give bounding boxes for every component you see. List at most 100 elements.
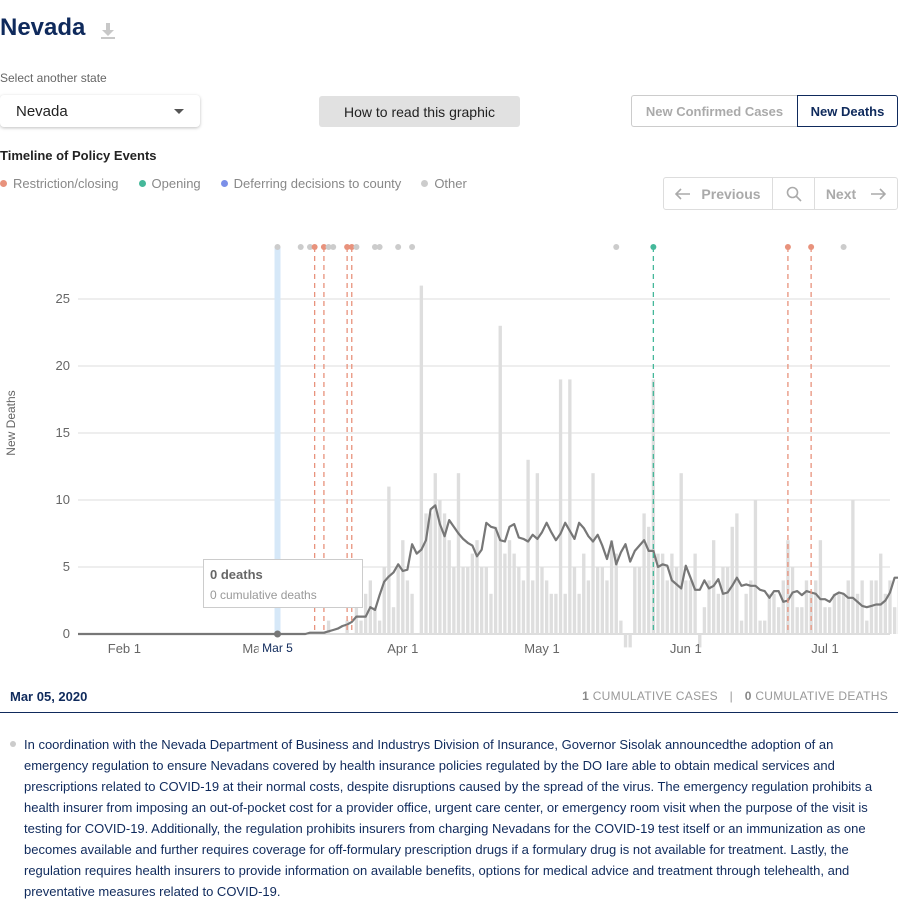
how-to-read-button[interactable]: How to read this graphic	[319, 96, 520, 127]
bar	[869, 580, 874, 634]
bar	[517, 567, 521, 634]
bar	[716, 593, 720, 634]
y-tick-label: 5	[63, 559, 70, 574]
event-dot	[325, 244, 332, 250]
cumulative-separator: |	[729, 689, 734, 703]
bar	[841, 593, 846, 634]
bar	[614, 553, 618, 634]
bar	[489, 593, 493, 634]
chart-tooltip: 0 deaths 0 cumulative deaths	[203, 559, 363, 608]
bar	[461, 567, 465, 634]
bar	[809, 593, 813, 634]
bar	[600, 567, 604, 634]
cumulative-cases-label: CUMULATIVE CASES	[592, 689, 718, 703]
search-button[interactable]	[773, 178, 815, 209]
bar	[702, 607, 707, 634]
event-dot	[311, 244, 318, 250]
previous-label: Previous	[701, 185, 761, 202]
bar	[846, 580, 850, 634]
x-tick-label: Jun 1	[670, 641, 702, 656]
bar	[790, 567, 795, 634]
bar	[665, 580, 669, 634]
bar	[874, 580, 878, 634]
event-dot	[376, 244, 383, 250]
event-legend: Restriction/closing Opening Deferring de…	[0, 176, 467, 191]
event-dot	[353, 244, 360, 250]
bar	[354, 607, 359, 634]
event-bullet	[10, 741, 16, 747]
bar	[438, 500, 442, 634]
event-description: In coordination with the Nevada Departme…	[10, 734, 890, 902]
legend-label: Opening	[151, 176, 201, 191]
bar	[512, 553, 516, 634]
bar	[781, 580, 785, 634]
current-date: Mar 05, 2020	[10, 688, 88, 704]
select-state-label: Select another state	[0, 71, 107, 85]
event-navigation: Previous Next	[663, 177, 898, 210]
bar	[531, 580, 535, 634]
bar	[609, 540, 614, 634]
y-tick-label: 15	[56, 425, 70, 440]
bar	[688, 580, 693, 634]
bar	[326, 620, 331, 634]
bar	[753, 500, 758, 634]
event-dot	[395, 244, 402, 250]
event-dot	[274, 244, 281, 250]
bar	[410, 593, 414, 634]
bar	[456, 473, 461, 634]
bar	[888, 580, 892, 634]
event-description-text: In coordination with the Nevada Departme…	[24, 737, 873, 899]
bar	[484, 567, 488, 634]
state-select[interactable]: Nevada	[0, 95, 200, 127]
date-summary-bar: Mar 05, 2020 1 CUMULATIVE CASES | 0 CUMU…	[0, 680, 898, 713]
bar	[619, 620, 623, 634]
event-dot	[348, 244, 355, 250]
bar	[387, 486, 391, 634]
bar	[605, 580, 609, 634]
bar	[433, 473, 437, 634]
selected-date-band	[274, 247, 281, 634]
bar	[712, 540, 716, 634]
bar	[879, 553, 883, 634]
bar	[855, 593, 860, 634]
page-title: Nevada	[0, 14, 86, 41]
legend-item-other: Other	[421, 176, 467, 191]
bar	[749, 580, 753, 634]
legend-label: Restriction/closing	[13, 176, 119, 191]
download-icon[interactable]	[100, 22, 116, 40]
bar	[364, 593, 368, 634]
event-dot	[297, 244, 304, 250]
bar	[707, 580, 711, 634]
bar	[818, 540, 823, 634]
legend-dot	[220, 180, 228, 187]
previous-button[interactable]: Previous	[664, 178, 773, 209]
new-cases-toggle[interactable]: New Confirmed Cases	[631, 95, 797, 127]
bar	[382, 567, 386, 634]
bar	[660, 553, 665, 634]
bar	[674, 567, 679, 634]
bar	[725, 567, 730, 634]
bar	[628, 634, 632, 648]
next-button[interactable]: Next	[815, 178, 897, 209]
legend-label: Deferring decisions to county	[233, 176, 402, 191]
bar	[526, 459, 530, 634]
bar	[776, 607, 781, 634]
new-deaths-toggle[interactable]: New Deaths	[797, 95, 898, 127]
x-tick-label: Feb 1	[108, 641, 141, 656]
bar	[396, 567, 400, 634]
bar	[679, 473, 683, 634]
bar	[804, 580, 809, 634]
bar	[447, 540, 451, 634]
x-tick-label: Jul 1	[811, 641, 838, 656]
bar	[540, 567, 544, 634]
bar	[642, 513, 646, 634]
bar	[466, 567, 470, 634]
bar	[428, 513, 433, 634]
bar	[442, 513, 447, 634]
bar	[493, 526, 498, 634]
legend-item-opening: Opening	[138, 176, 201, 191]
bar	[572, 567, 577, 634]
bar	[739, 620, 744, 634]
bar	[684, 580, 688, 634]
